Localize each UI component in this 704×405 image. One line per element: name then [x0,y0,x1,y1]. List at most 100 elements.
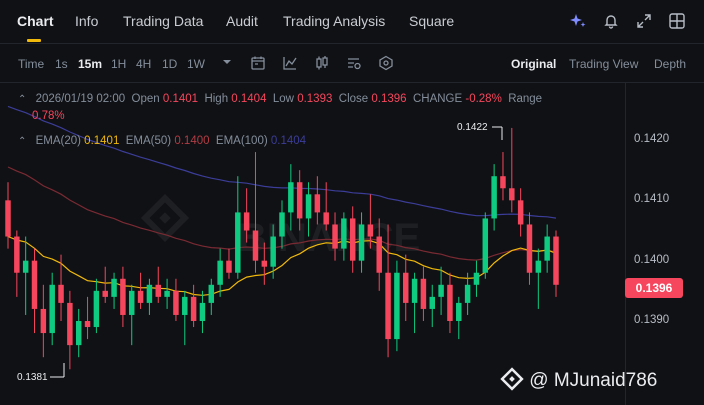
candle[interactable] [349,218,356,261]
candle[interactable] [164,290,170,297]
expand-icon[interactable] [635,12,653,30]
candle[interactable] [535,260,542,273]
candle[interactable] [367,224,374,237]
tab-trading-data[interactable]: Trading Data [123,13,204,29]
candle[interactable] [526,224,533,273]
candle[interactable] [270,236,276,267]
candle[interactable] [473,272,480,285]
change-label: CHANGE [412,93,463,105]
candle[interactable] [429,296,435,309]
candle[interactable] [517,200,524,225]
view-depth[interactable]: Depth [654,57,687,71]
candle[interactable] [31,260,38,309]
candle[interactable] [14,236,20,273]
candle[interactable] [67,302,73,346]
candle[interactable] [509,188,515,201]
ema100-label: EMA(100) [215,135,268,147]
change-value: -0.28% [465,93,502,105]
low-marker-label: 0.1381 [17,372,48,383]
candle[interactable] [314,194,321,213]
calendar-icon[interactable] [250,55,266,71]
candle[interactable] [102,290,108,297]
candle[interactable] [129,290,135,315]
grid-icon[interactable] [668,12,686,30]
ai-sparkle-icon[interactable] [569,12,587,30]
candle[interactable] [420,278,427,309]
view-original[interactable]: Original [511,57,557,71]
candle[interactable] [75,321,82,346]
candle[interactable] [500,176,506,189]
price-axis [625,83,704,405]
interval-1d[interactable]: 1D [162,57,178,71]
candle[interactable] [482,218,489,273]
tab-audit[interactable]: Audit [226,13,258,29]
bell-icon[interactable] [602,12,620,30]
interval-time[interactable]: Time [18,57,45,71]
candle[interactable] [456,302,462,321]
candle[interactable] [199,302,206,321]
open-value: 0.1401 [162,93,199,105]
candle[interactable] [146,284,153,303]
candle[interactable] [296,182,303,219]
range-label: Range [508,93,543,105]
candle[interactable] [208,284,215,303]
candle[interactable] [305,194,312,219]
tab-square[interactable]: Square [409,13,455,29]
interval-4h[interactable]: 4H [136,57,152,71]
candle[interactable] [323,212,329,225]
candle[interactable] [544,236,550,261]
candlestick-chart[interactable]: BINANCE 0.1422 0.1381 [0,83,704,405]
candle[interactable] [288,182,294,213]
candle[interactable] [182,296,188,315]
candle[interactable] [217,260,223,285]
settings-list-icon[interactable] [346,55,362,71]
candle[interactable] [464,284,471,303]
hexagon-icon[interactable] [378,55,394,71]
candle[interactable] [190,296,197,321]
ema-collapse-chevron-icon[interactable]: ⌃ [18,136,27,147]
tab-info[interactable]: Info [75,13,99,29]
candle[interactable] [120,278,126,315]
candle[interactable] [358,224,365,261]
view-trading-view[interactable]: Trading View [569,57,639,71]
indicator-icon[interactable] [282,55,298,71]
candle[interactable] [49,284,55,334]
candle[interactable] [93,290,100,328]
candle[interactable] [403,272,409,303]
candle[interactable] [40,308,47,334]
candle-type-icon[interactable] [314,55,330,71]
candle[interactable] [173,290,179,315]
collapse-chevron-icon[interactable]: ⌃ [18,94,27,105]
candle[interactable] [394,272,400,340]
candle[interactable] [137,290,144,303]
candle[interactable] [447,284,453,321]
candle[interactable] [155,284,161,297]
candle[interactable] [411,278,418,303]
candle[interactable] [5,200,11,237]
candle[interactable] [438,284,444,297]
candle[interactable] [235,212,241,273]
candle[interactable] [252,230,259,261]
interval-1s[interactable]: 1s [55,57,68,71]
interval-15m[interactable]: 15m [78,57,103,71]
candle[interactable] [111,278,117,297]
tab-chart[interactable]: Chart [17,13,54,29]
candle[interactable] [491,176,497,219]
candle[interactable] [226,260,232,273]
candle[interactable] [341,218,347,249]
high-label: High [204,93,229,105]
candle[interactable] [385,272,391,340]
candle[interactable] [376,236,382,273]
candle[interactable] [279,212,285,237]
candle[interactable] [84,321,91,328]
candle[interactable] [332,224,338,249]
candle[interactable] [22,260,29,273]
interval-1w[interactable]: 1W [187,57,205,71]
candle[interactable] [553,236,559,285]
candle[interactable] [243,212,250,231]
interval-1h[interactable]: 1H [111,57,127,71]
candle[interactable] [261,260,268,267]
candle[interactable] [58,284,64,303]
interval-dropdown-icon[interactable] [222,55,232,72]
tab-trading-analysis[interactable]: Trading Analysis [283,13,386,29]
